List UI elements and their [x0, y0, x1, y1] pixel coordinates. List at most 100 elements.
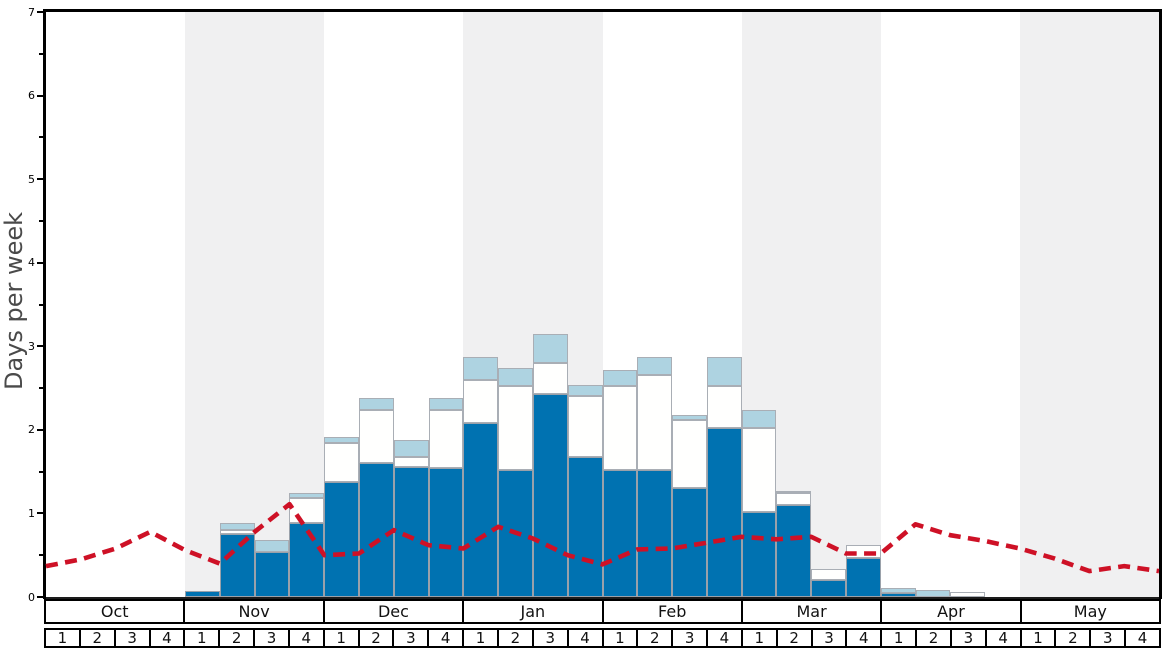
month-label-row: Oct Nov Dec Jan Feb Mar Apr May [44, 599, 1161, 624]
month-cell-feb: Feb [601, 601, 741, 622]
week-cell-mar-4: 4 [845, 629, 880, 647]
week-cell-jan-2: 2 [496, 629, 532, 647]
month-cell-apr: Apr [880, 601, 1019, 622]
y-major-tick-4 [37, 261, 46, 264]
bar-segment-white-mar2 [776, 492, 812, 506]
average-red-dashed-line [45, 501, 1160, 574]
y-minor-tick-6.5 [39, 52, 46, 55]
y-major-tick-3 [37, 345, 46, 348]
week-cell-oct-2: 2 [78, 629, 114, 647]
y-tick-label-3: 3 [28, 339, 35, 353]
bar-segment-dark-mar1 [741, 511, 777, 597]
bar-segment-light-jan3 [532, 333, 568, 363]
bar-segment-white-feb1 [602, 386, 638, 470]
stripe-oct [46, 12, 186, 597]
bar-segment-dark-nov2 [219, 534, 255, 597]
bar-segment-light-nov3 [254, 540, 290, 552]
bar-segment-white-dec4 [428, 409, 464, 469]
bar-segment-dark-jan2 [498, 469, 533, 597]
week-cell-nov-1: 1 [183, 629, 218, 647]
week-cell-feb-2: 2 [636, 629, 671, 647]
y-major-tick-5 [37, 178, 46, 181]
bar-segment-light-jan2 [498, 368, 533, 387]
week-cell-dec-2: 2 [357, 629, 393, 647]
y-major-tick-2 [37, 428, 46, 431]
week-cell-mar-1: 1 [740, 629, 776, 647]
bar-segment-light-jan4 [567, 384, 603, 397]
bar-segment-light-feb3 [672, 414, 707, 420]
bar-segment-dark-nov4 [289, 522, 325, 597]
month-cell-dec: Dec [322, 601, 462, 622]
bar-segment-dark-jan1 [463, 423, 499, 597]
y-minor-tick-2.5 [39, 387, 46, 390]
month-cell-oct: Oct [100, 602, 129, 621]
bar-segment-dark-dec1 [324, 481, 360, 597]
y-tick-label-1: 1 [28, 506, 35, 520]
bar-segment-dark-nov1 [185, 591, 220, 597]
y-axis-title: Days per week [0, 211, 28, 391]
red-line-path [45, 501, 1160, 574]
week-cell-may-2: 2 [1054, 629, 1089, 647]
y-tick-label-5: 5 [28, 172, 35, 186]
y-minor-tick-4.5 [39, 219, 46, 222]
week-cell-dec-3: 3 [392, 629, 427, 647]
week-cell-may-1: 1 [1019, 629, 1055, 647]
y-major-tick-7 [37, 11, 46, 13]
bar-segment-dark-nov3 [254, 551, 290, 597]
bar-segment-white-feb4 [706, 386, 742, 429]
week-cell-jan-4: 4 [566, 629, 602, 647]
y-minor-tick-1.5 [39, 470, 46, 473]
bar-segment-dark-mar3 [811, 580, 846, 597]
week-cell-apr-4: 4 [984, 629, 1020, 647]
y-major-tick-0 [37, 596, 46, 598]
bar-segment-white-jan3 [532, 363, 568, 394]
bar-segment-white-mar3 [811, 568, 846, 581]
bar-segment-light-nov4 [289, 492, 325, 499]
plot-border-top [43, 9, 1162, 12]
week-cell-apr-3: 3 [949, 629, 985, 647]
bar-segment-light-nov2 [219, 523, 255, 531]
week-cell-mar-2: 2 [775, 629, 811, 647]
bar-segment-dark-dec2 [359, 463, 394, 597]
week-cell-feb-3: 3 [671, 629, 706, 647]
stacked-bars-layer [46, 12, 1159, 597]
y-minor-tick-0.5 [39, 554, 46, 557]
week-cell-jan-3: 3 [531, 629, 567, 647]
y-minor-tick-3.5 [39, 303, 46, 306]
week-cell-feb-1: 1 [601, 629, 637, 647]
bar-segment-dark-mar2 [776, 505, 812, 597]
bar-segment-light-dec2 [359, 398, 394, 410]
bar-segment-light-mar2 [776, 490, 812, 493]
week-cell-nov-2: 2 [218, 629, 253, 647]
bar-segment-dark-jan4 [567, 457, 603, 597]
plot-border-right [1159, 9, 1162, 599]
bar-segment-light-dec1 [324, 437, 360, 444]
y-minor-tick-5.5 [39, 136, 46, 139]
week-cell-nov-4: 4 [287, 629, 323, 647]
bar-segment-white-feb2 [637, 374, 673, 470]
week-cell-oct-4: 4 [148, 629, 184, 647]
y-tick-label-2: 2 [28, 423, 35, 437]
y-major-tick-6 [37, 94, 46, 97]
week-cell-dec-4: 4 [427, 629, 462, 647]
bar-segment-light-feb1 [602, 369, 638, 387]
x-axis-line [46, 597, 1159, 599]
bar-segment-light-jan1 [463, 357, 499, 380]
week-cell-apr-2: 2 [915, 629, 950, 647]
bar-segment-dark-feb2 [637, 469, 673, 597]
bar-segment-light-mar1 [741, 409, 777, 429]
bar-segment-dark-apr1 [880, 592, 916, 597]
week-cell-may-4: 4 [1124, 629, 1159, 647]
bar-segment-white-dec2 [359, 409, 394, 464]
month-background-stripes [46, 12, 1159, 597]
bar-segment-light-dec3 [393, 439, 429, 457]
bar-segment-dark-mar4 [845, 557, 881, 597]
bar-segment-light-apr1 [880, 587, 916, 593]
bar-segment-white-jan2 [498, 386, 533, 470]
month-cell-mar: Mar [740, 601, 880, 622]
month-cell-may: May [1019, 601, 1159, 622]
bar-segment-light-feb4 [706, 357, 742, 387]
y-tick-label-6: 6 [28, 89, 35, 103]
